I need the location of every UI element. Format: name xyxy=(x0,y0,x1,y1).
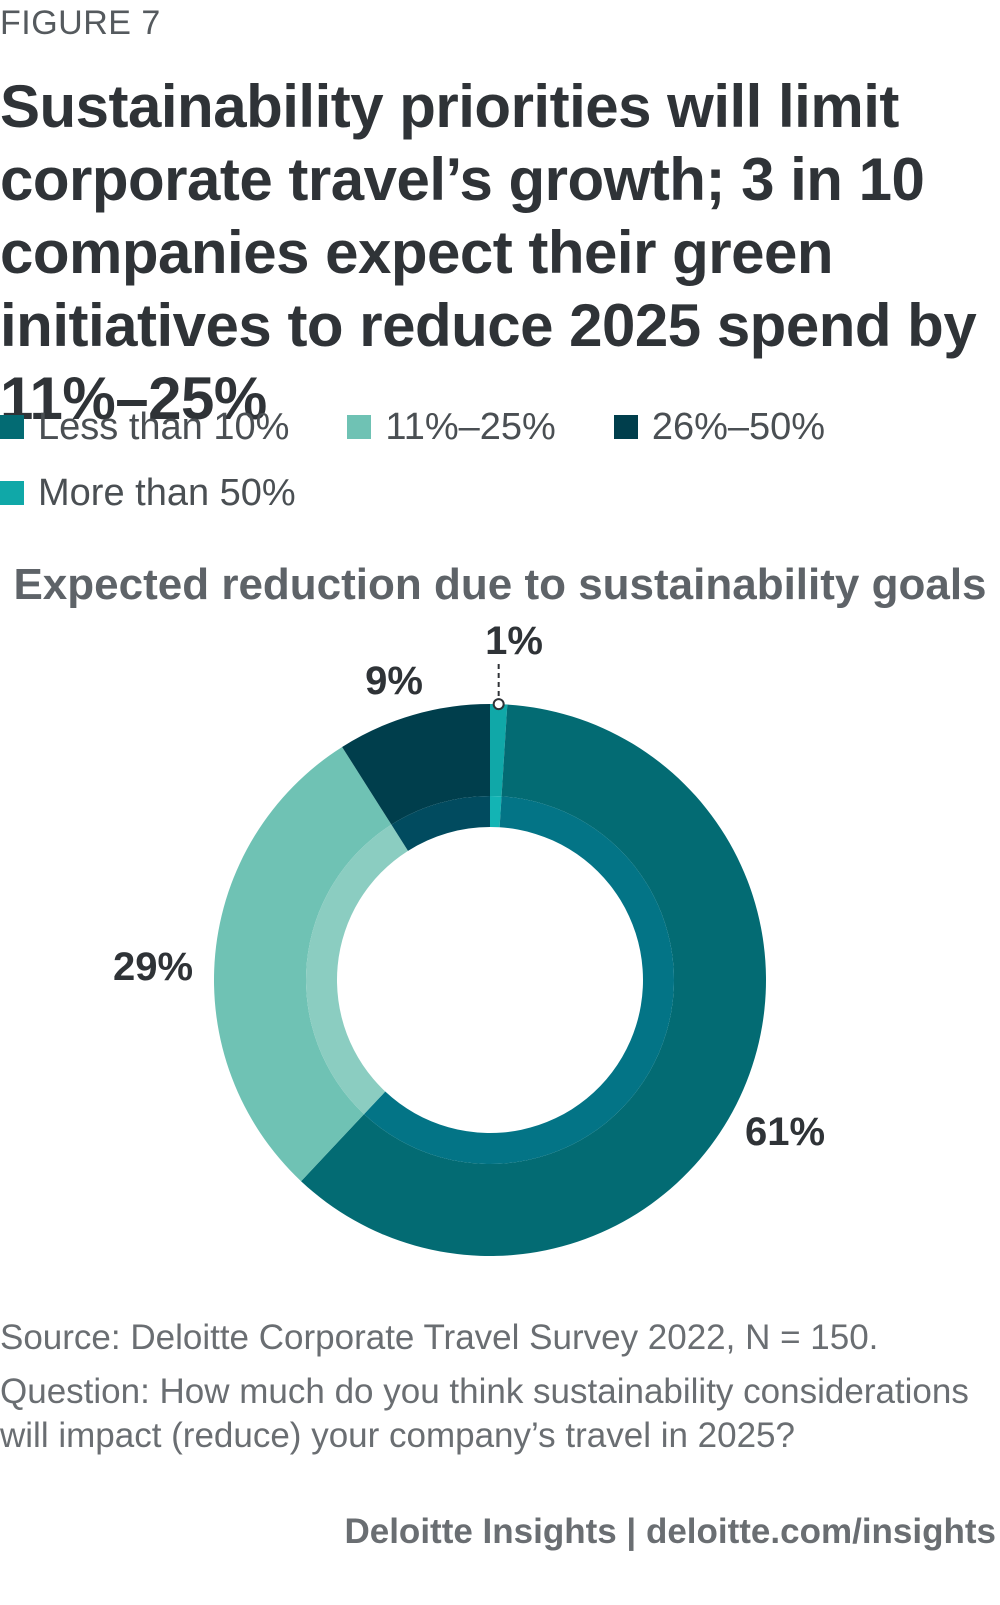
data-label-1: 29% xyxy=(113,945,193,989)
question-note: Question: How much do you think sustaina… xyxy=(0,1372,969,1455)
data-label-0: 61% xyxy=(745,1110,825,1154)
legend-item-less-than-10: Less than 10% xyxy=(0,405,289,449)
donut-slice-inner-1 xyxy=(306,824,409,1115)
leader-dot xyxy=(492,698,505,711)
footer-credit: Deloitte Insights | deloitte.com/insight… xyxy=(344,1512,996,1551)
legend-label: Less than 10% xyxy=(38,405,290,448)
donut-slice-outer-1 xyxy=(214,746,392,1182)
legend-label: More than 50% xyxy=(38,471,296,514)
data-label-3: 1% xyxy=(485,619,543,663)
donut-slice-outer-2 xyxy=(342,704,490,825)
legend-item-11-25: 11%–25% xyxy=(347,405,556,449)
legend-swatch xyxy=(613,415,638,439)
legend-swatch xyxy=(347,415,372,439)
donut-slice-outer-3 xyxy=(490,704,508,797)
legend-swatch xyxy=(0,415,24,439)
chart-headline: Sustainability priorities will limit cor… xyxy=(0,73,977,432)
donut-slice-outer-0 xyxy=(301,704,767,1257)
figure-label: FIGURE 7 xyxy=(0,4,161,42)
legend-item-26-50: 26%–50% xyxy=(613,405,826,449)
donut-slice-inner-3 xyxy=(490,796,502,828)
legend-item-more-than-50: More than 50% xyxy=(0,471,296,515)
donut-slice-inner-2 xyxy=(391,796,490,851)
donut-slice-inner-0 xyxy=(364,796,674,1164)
legend-label: 26%–50% xyxy=(651,405,826,448)
chart-title: Expected reduction due to sustainability… xyxy=(13,560,987,609)
data-label-2: 9% xyxy=(365,659,423,703)
legend-swatch xyxy=(0,481,24,505)
legend-label: 11%–25% xyxy=(385,405,556,448)
legend: Less than 10% 11%–25% 26%–50% More than … xyxy=(0,405,980,515)
source-note: Source: Deloitte Corporate Travel Survey… xyxy=(0,1318,879,1357)
